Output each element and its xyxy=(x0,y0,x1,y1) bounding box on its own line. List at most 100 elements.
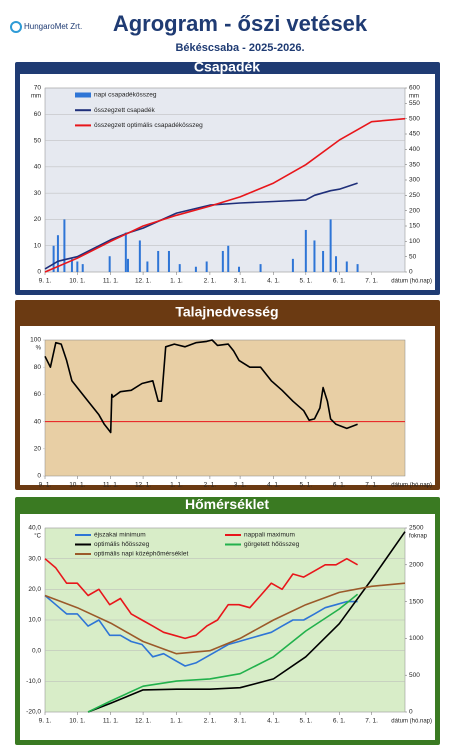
y-tick-label: 10,0 xyxy=(28,617,41,624)
page-title: Agrogram - őszi vetések xyxy=(113,11,368,36)
bar xyxy=(259,264,262,272)
bar xyxy=(178,264,181,272)
x-tick-label: 5. 1. xyxy=(300,482,313,489)
logo-text: HungaroMet Zrt. xyxy=(24,22,82,31)
y-unit: °C xyxy=(34,534,41,540)
series-line xyxy=(44,117,406,273)
bar xyxy=(205,261,208,272)
x-tick-label: 11. 1. xyxy=(103,482,119,489)
y-tick-label: 0,0 xyxy=(32,647,41,654)
legend-label: napi csapadékösszeg xyxy=(94,92,157,99)
y-tick-label: 40,0 xyxy=(28,525,41,532)
bar xyxy=(56,235,59,272)
bar xyxy=(221,250,224,272)
y2-tick-label: 400 xyxy=(409,146,420,153)
legend-label: éjszakai minimum xyxy=(94,532,146,539)
x-tick-label: 7. 1. xyxy=(365,718,378,725)
bar xyxy=(124,232,127,272)
y2-unit: foknap xyxy=(409,534,428,540)
y2-tick-label: 250 xyxy=(409,192,420,199)
y2-tick-label: 150 xyxy=(409,223,420,230)
series-line xyxy=(44,582,406,655)
bar xyxy=(138,240,141,272)
y-tick-label: 20,0 xyxy=(28,586,41,593)
x-tick-label: 11. 1. xyxy=(103,718,119,725)
x-axis-label: dátum (hó.nap) xyxy=(391,483,432,489)
x-tick-label: 2. 1. xyxy=(204,278,217,285)
x-tick-label: 7. 1. xyxy=(365,482,378,489)
y2-tick-label: 500 xyxy=(409,672,420,679)
x-tick-label: 4. 1. xyxy=(267,482,280,489)
chart-title: Talajnedvesség xyxy=(175,304,278,320)
bar xyxy=(76,261,79,272)
x-tick-label: 3. 1. xyxy=(234,278,247,285)
series-line xyxy=(87,531,406,713)
y-tick-label: 70 xyxy=(34,85,42,92)
y-tick-label: 10 xyxy=(34,242,42,249)
x-tick-label: 2. 1. xyxy=(204,482,217,489)
x-tick-label: 6. 1. xyxy=(333,718,346,725)
legend-label: összegzett optimális csapadékösszeg xyxy=(94,122,203,129)
bar xyxy=(146,261,149,272)
bar xyxy=(227,245,230,272)
x-axis-label: dátum (hó.nap) xyxy=(391,279,432,285)
y2-tick-label: 100 xyxy=(409,238,420,245)
y-tick-label: 40 xyxy=(34,418,42,425)
x-tick-label: 3. 1. xyxy=(234,482,247,489)
series-line xyxy=(87,593,359,713)
series-line xyxy=(44,182,358,270)
x-axis-label: dátum (hó.nap) xyxy=(391,719,432,725)
y2-tick-label: 200 xyxy=(409,207,420,214)
bar xyxy=(52,245,55,272)
bar xyxy=(322,250,325,272)
x-tick-label: 1. 1. xyxy=(170,718,183,725)
y-unit: % xyxy=(36,346,42,352)
x-tick-label: 6. 1. xyxy=(333,482,346,489)
y-tick-label: 30,0 xyxy=(28,555,41,562)
bar xyxy=(238,266,241,272)
y-tick-label: 40 xyxy=(34,164,42,171)
y-tick-label: 20 xyxy=(34,216,42,223)
y2-tick-label: 1000 xyxy=(409,635,424,642)
bar xyxy=(291,258,294,272)
plot-area xyxy=(44,87,406,273)
x-tick-label: 3. 1. xyxy=(234,718,247,725)
y2-tick-label: 350 xyxy=(409,161,420,168)
y-tick-label: 0 xyxy=(37,269,41,276)
logo-icon xyxy=(10,21,22,33)
bar xyxy=(157,250,160,272)
y-tick-label: 80 xyxy=(34,364,42,371)
x-tick-label: 1. 1. xyxy=(170,278,183,285)
legend-label: optimális napi középhőmérséklet xyxy=(94,551,188,558)
legend-label: összegzett csapadék xyxy=(94,107,155,114)
legend-swatch xyxy=(75,92,91,98)
x-tick-label: 12. 1. xyxy=(135,482,151,489)
legend-label: görgetett hőösszeg xyxy=(244,541,300,548)
y-tick-label: -10,0 xyxy=(26,678,41,685)
x-tick-label: 7. 1. xyxy=(365,278,378,285)
x-tick-label: 5. 1. xyxy=(300,718,313,725)
x-tick-label: 9. 1. xyxy=(39,718,52,725)
x-tick-label: 12. 1. xyxy=(135,718,151,725)
page-subtitle: Békéscsaba - 2025-2026. xyxy=(175,42,304,54)
y2-tick-label: 1500 xyxy=(409,598,424,605)
bar xyxy=(167,250,170,272)
y-tick-label: 20 xyxy=(34,446,42,453)
x-tick-label: 10. 1. xyxy=(69,718,85,725)
chart-title: Csapadék xyxy=(194,59,260,75)
x-tick-label: 10. 1. xyxy=(69,482,85,489)
y2-tick-label: 300 xyxy=(409,177,420,184)
bar xyxy=(313,240,316,272)
y-tick-label: 30 xyxy=(34,190,42,197)
x-tick-label: 6. 1. xyxy=(333,278,346,285)
y-tick-label: 60 xyxy=(34,111,42,118)
x-tick-label: 4. 1. xyxy=(267,278,280,285)
chart-title: Hőmérséklet xyxy=(185,496,269,512)
series-line xyxy=(44,594,358,667)
y-tick-label: 0 xyxy=(37,473,41,480)
y2-tick-label: 500 xyxy=(409,115,420,122)
bar xyxy=(304,229,307,272)
y2-tick-label: 2000 xyxy=(409,562,424,569)
series-line xyxy=(44,557,358,640)
